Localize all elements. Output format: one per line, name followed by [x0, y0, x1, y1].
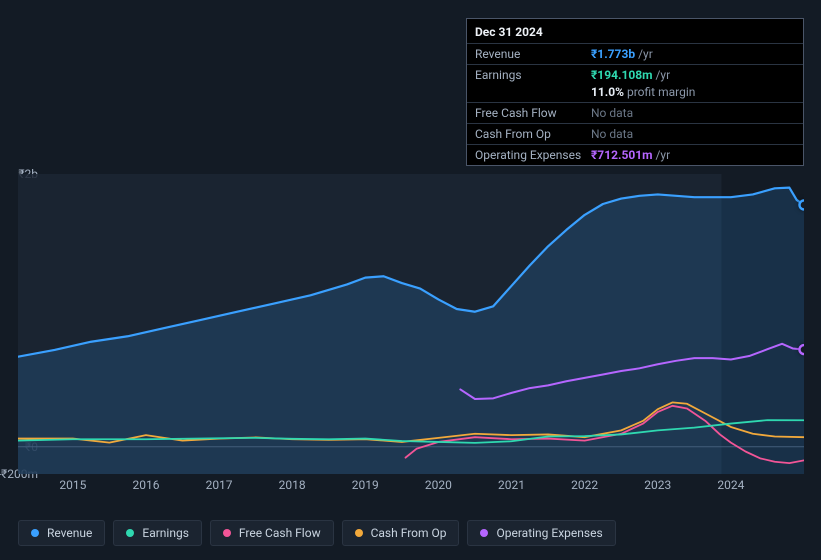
tooltip-value: No data — [591, 106, 633, 120]
legend-dot-icon — [223, 529, 231, 537]
legend-dot-icon — [31, 529, 39, 537]
tooltip-value: ₹1.773b /yr — [591, 47, 653, 61]
tooltip-label: Earnings — [475, 68, 591, 82]
chart-container: { "tooltip": { "date": "Dec 31 2024", "r… — [0, 0, 821, 560]
tooltip-row-opex: Operating Expenses₹712.501m /yr — [467, 144, 803, 165]
legend-label: Earnings — [142, 526, 189, 540]
x-tick: 2020 — [425, 478, 452, 492]
x-tick: 2021 — [498, 478, 525, 492]
tooltip-label: Cash From Op — [475, 127, 591, 141]
legend-item-revenue[interactable]: Revenue — [18, 520, 105, 546]
tooltip-value: ₹194.108m /yr — [591, 68, 670, 82]
x-tick: 2017 — [206, 478, 233, 492]
tooltip-value: ₹712.501m /yr — [591, 148, 670, 162]
tooltip-row-cash_op: Cash From OpNo data — [467, 123, 803, 144]
x-tick: 2024 — [717, 478, 744, 492]
x-tick: 2015 — [59, 478, 86, 492]
tooltip-row-fcf: Free Cash FlowNo data — [467, 102, 803, 123]
x-tick: 2022 — [571, 478, 598, 492]
x-tick: 2019 — [352, 478, 379, 492]
tooltip-label: Revenue — [475, 47, 591, 61]
chart-legend: Revenue Earnings Free Cash Flow Cash From O… — [18, 520, 616, 546]
legend-label: Revenue — [47, 526, 92, 540]
legend-item-opex[interactable]: Operating Expenses — [467, 520, 615, 546]
tooltip-label: Free Cash Flow — [475, 106, 591, 120]
tooltip-date: Dec 31 2024 — [467, 19, 803, 43]
line-chart[interactable] — [18, 174, 804, 474]
legend-label: Cash From Op — [371, 526, 447, 540]
legend-item-earnings[interactable]: Earnings — [113, 520, 202, 546]
x-tick: 2016 — [132, 478, 159, 492]
legend-item-fcf[interactable]: Free Cash Flow — [210, 520, 334, 546]
legend-dot-icon — [480, 529, 488, 537]
chart-tooltip: Dec 31 2024 Revenue₹1.773b /yrEarnings₹1… — [466, 18, 804, 166]
legend-item-cash_op[interactable]: Cash From Op — [342, 520, 460, 546]
x-tick: 2018 — [279, 478, 306, 492]
x-tick: 2023 — [644, 478, 671, 492]
tooltip-row-margin: 11.0% profit margin — [467, 85, 803, 102]
tooltip-label: Operating Expenses — [475, 148, 591, 162]
legend-dot-icon — [126, 529, 134, 537]
legend-dot-icon — [355, 529, 363, 537]
tooltip-row-earnings: Earnings₹194.108m /yr — [467, 64, 803, 85]
legend-label: Operating Expenses — [496, 526, 602, 540]
tooltip-row-revenue: Revenue₹1.773b /yr — [467, 43, 803, 64]
tooltip-value: 11.0% profit margin — [591, 85, 695, 99]
legend-label: Free Cash Flow — [239, 526, 321, 540]
tooltip-rows: Revenue₹1.773b /yrEarnings₹194.108m /yr1… — [467, 43, 803, 165]
tooltip-value: No data — [591, 127, 633, 141]
